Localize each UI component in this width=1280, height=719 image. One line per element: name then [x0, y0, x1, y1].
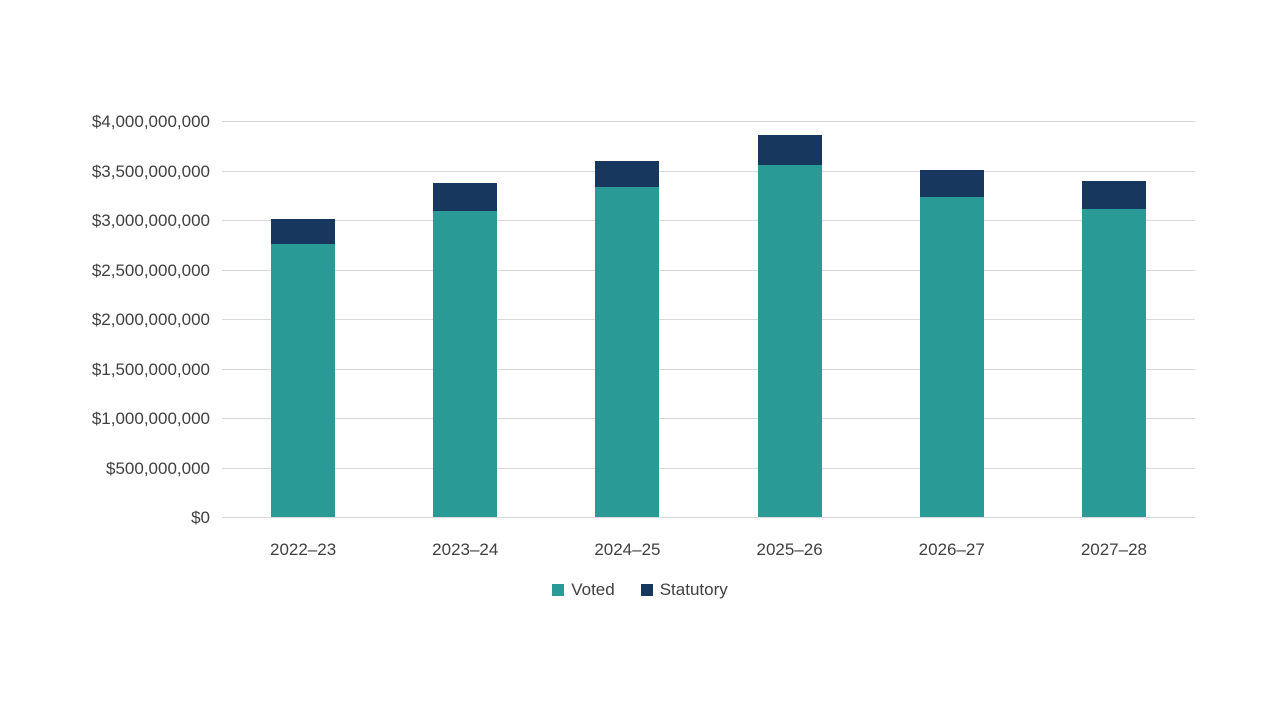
legend-swatch-icon — [552, 584, 565, 596]
chart-legend: Voted Statutory — [0, 580, 1280, 600]
gridline — [222, 220, 1195, 221]
bar-segment-voted — [595, 187, 660, 517]
gridline — [222, 319, 1195, 320]
bar-segment-voted — [919, 197, 984, 517]
bar-segment-statutory — [271, 219, 336, 244]
x-tick-label: 2024–25 — [594, 540, 661, 559]
bar-stack-2027–28 — [1081, 181, 1146, 517]
bar-stack-2025–26 — [757, 134, 822, 517]
y-tick-label: $500,000,000 — [106, 458, 210, 478]
gridline — [222, 467, 1195, 469]
y-tick-label: $1,500,000,000 — [91, 359, 210, 379]
legend-item-statutory: Statutory — [640, 580, 728, 600]
bar-stack-2022–23 — [271, 219, 336, 517]
gridline — [222, 170, 1195, 172]
legend-label: Voted — [571, 580, 615, 599]
bar-stack-2023–24 — [433, 183, 498, 517]
x-tick-label: 2022–23 — [269, 540, 337, 559]
y-tick-label: $4,000,000,000 — [91, 112, 210, 131]
bar-segment-statutory — [595, 160, 660, 188]
y-tick-label: $1,000,000,000 — [91, 409, 210, 428]
gridline — [222, 517, 1195, 518]
bar-segment-voted — [433, 211, 498, 517]
plot-area — [222, 121, 1195, 518]
bar-segment-voted — [757, 164, 822, 517]
bar-segment-statutory — [919, 169, 984, 198]
y-tick-label: $0 — [191, 508, 210, 527]
bar-segment-voted — [271, 243, 336, 517]
x-tick-label: 2023–24 — [432, 540, 499, 559]
bar-segment-statutory — [1081, 181, 1146, 210]
y-axis-labels: $0 $500,000,000 $1,000,000,000 $1,500,000,0… — [0, 112, 210, 527]
bar-stack-2024–25 — [595, 160, 660, 517]
y-tick-label: $2,500,000,000 — [91, 260, 210, 280]
legend-label: Statutory — [659, 580, 728, 599]
y-tick-label: $2,000,000,000 — [91, 310, 210, 329]
bar-segment-statutory — [757, 134, 822, 165]
gridline — [222, 269, 1195, 271]
legend-swatch-icon — [640, 584, 653, 596]
gridline — [222, 368, 1195, 370]
y-tick-label: $3,500,000,000 — [91, 161, 210, 181]
x-tick-label: 2025–26 — [756, 540, 823, 559]
gridline — [222, 121, 1195, 122]
bar-segment-voted — [1081, 209, 1146, 517]
x-axis-labels: 2022–23 2023–24 2024–25 2025–26 2026–27 2027–… — [222, 540, 1195, 564]
x-tick-label: 2027–28 — [1080, 540, 1147, 559]
x-tick-label: 2026–27 — [918, 540, 985, 559]
legend-item-voted: Voted — [552, 580, 615, 600]
y-tick-label: $3,000,000,000 — [91, 211, 210, 230]
gridline — [222, 418, 1195, 419]
bar-stack-2026–27 — [919, 169, 984, 517]
bar-segment-statutory — [433, 183, 498, 212]
